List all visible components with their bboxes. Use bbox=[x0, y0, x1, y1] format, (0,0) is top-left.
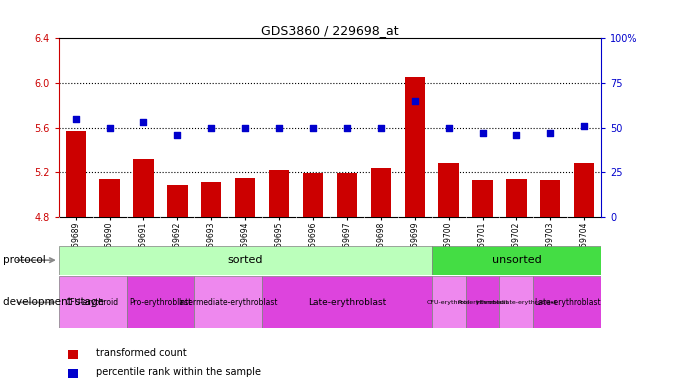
Point bbox=[70, 116, 82, 122]
Point bbox=[104, 124, 115, 131]
Bar bbox=[404, 78, 425, 217]
Bar bbox=[126, 276, 194, 328]
Bar bbox=[507, 179, 527, 217]
Bar bbox=[59, 246, 432, 275]
Bar bbox=[262, 276, 432, 328]
Point bbox=[477, 130, 488, 136]
Bar bbox=[432, 276, 466, 328]
Point bbox=[511, 132, 522, 138]
Point bbox=[545, 130, 556, 136]
Bar bbox=[59, 276, 126, 328]
Text: Intermediate-erythroblast: Intermediate-erythroblast bbox=[178, 298, 278, 307]
Bar bbox=[68, 369, 78, 378]
Bar bbox=[303, 174, 323, 217]
Text: Late-erythroblast: Late-erythroblast bbox=[307, 298, 386, 307]
Point bbox=[375, 124, 386, 131]
Bar bbox=[337, 174, 357, 217]
Point bbox=[341, 124, 352, 131]
Text: Pro-erythroblast: Pro-erythroblast bbox=[457, 300, 508, 305]
Bar bbox=[473, 180, 493, 217]
Point bbox=[443, 124, 454, 131]
Text: Late-erythroblast: Late-erythroblast bbox=[534, 298, 600, 307]
Bar bbox=[540, 180, 560, 217]
Point bbox=[172, 132, 183, 138]
Bar bbox=[167, 185, 187, 217]
Point bbox=[240, 124, 251, 131]
Bar bbox=[574, 164, 594, 217]
Text: unsorted: unsorted bbox=[491, 255, 541, 265]
Bar bbox=[66, 131, 86, 217]
Text: Intermediate-erythroblast: Intermediate-erythroblast bbox=[475, 300, 557, 305]
Bar bbox=[500, 276, 533, 328]
Point bbox=[274, 124, 285, 131]
Bar bbox=[466, 276, 500, 328]
Point bbox=[206, 124, 217, 131]
Text: sorted: sorted bbox=[227, 255, 263, 265]
Text: development stage: development stage bbox=[3, 297, 104, 308]
Bar bbox=[100, 179, 120, 217]
Bar bbox=[370, 168, 391, 217]
Bar bbox=[194, 276, 262, 328]
Bar bbox=[438, 164, 459, 217]
Text: transformed count: transformed count bbox=[95, 348, 187, 358]
Bar bbox=[269, 170, 290, 217]
Text: percentile rank within the sample: percentile rank within the sample bbox=[95, 367, 261, 377]
Bar bbox=[432, 246, 601, 275]
Text: Pro-erythroblast: Pro-erythroblast bbox=[129, 298, 191, 307]
Bar bbox=[68, 349, 78, 359]
Bar bbox=[201, 182, 221, 217]
Text: CFU-erythroid: CFU-erythroid bbox=[66, 298, 120, 307]
Bar bbox=[235, 178, 256, 217]
Point bbox=[578, 123, 589, 129]
Point bbox=[409, 98, 420, 104]
Point bbox=[307, 124, 319, 131]
Bar bbox=[133, 159, 153, 217]
Title: GDS3860 / 229698_at: GDS3860 / 229698_at bbox=[261, 24, 399, 37]
Text: protocol: protocol bbox=[3, 255, 46, 265]
Point bbox=[138, 119, 149, 126]
Text: CFU-erythroid: CFU-erythroid bbox=[427, 300, 471, 305]
Bar bbox=[533, 276, 601, 328]
